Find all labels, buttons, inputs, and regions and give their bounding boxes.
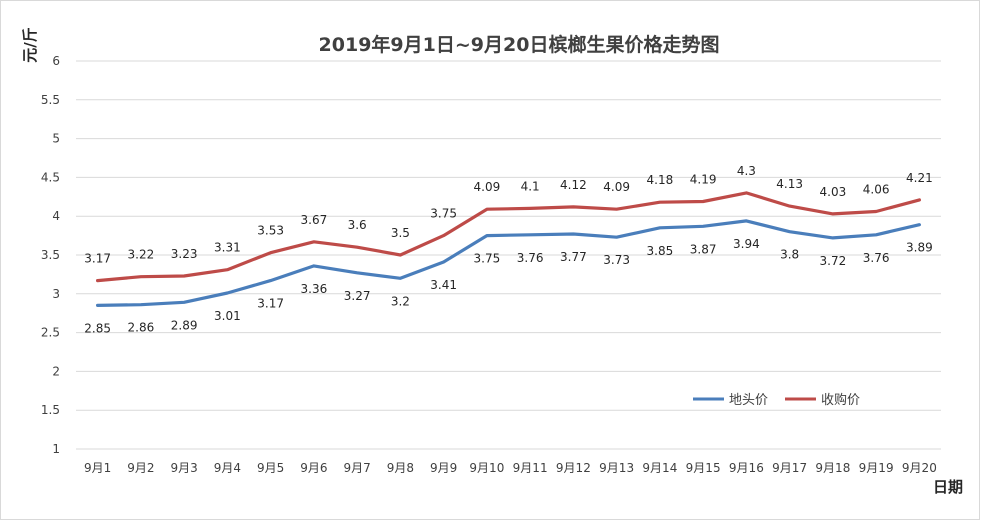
chart-title: 2019年9月1日~9月20日槟榔生果价格走势图 (319, 33, 720, 56)
x-tick-label: 9月9 (430, 461, 457, 475)
data-label: 3.89 (906, 241, 933, 255)
gridlines (76, 60, 941, 450)
x-tick-label: 9月12 (556, 461, 591, 475)
series-line-1 (95, 219, 922, 307)
data-label: 3.77 (560, 250, 587, 264)
data-label: 2.89 (171, 318, 198, 332)
data-label: 3.87 (690, 242, 717, 256)
x-axis-ticks: 9月1 9月2 9月3 9月4 9月5 9月6 9月7 9月8 9月9 9月10 9月11 9月12 9… (84, 461, 937, 475)
data-label: 4.1 (521, 179, 540, 193)
x-tick-label: 9月15 (686, 461, 721, 475)
data-label: 2.86 (128, 321, 155, 335)
data-label: 3.94 (733, 237, 760, 251)
y-tick-label: 3 (52, 287, 60, 301)
data-label: 4.09 (603, 180, 630, 194)
legend-label-series-1: 地头价 (729, 393, 768, 408)
x-tick-label: 9月7 (343, 461, 370, 475)
y-tick-label: 2 (52, 364, 60, 378)
data-label: 3.27 (344, 289, 371, 303)
x-tick-label: 9月3 (170, 461, 197, 475)
data-label: 3.85 (647, 244, 674, 258)
x-tick-label: 9月1 (84, 461, 111, 475)
x-tick-label: 9月8 (387, 461, 414, 475)
x-tick-label: 9月10 (469, 461, 504, 475)
x-tick-label: 9月5 (257, 461, 284, 475)
x-tick-label: 9月4 (214, 461, 241, 475)
data-label: 4.21 (906, 171, 933, 185)
y-tick-label: 2.5 (41, 326, 60, 340)
x-tick-label: 9月20 (902, 461, 937, 475)
x-tick-label: 9月6 (300, 461, 327, 475)
y-tick-label: 4 (52, 209, 60, 223)
y-axis-ticks: 1 1.5 2 2.5 3 3.5 4 4.5 5 5.5 6 (41, 54, 60, 456)
data-label: 3.53 (257, 224, 284, 238)
data-label: 3.22 (128, 248, 155, 262)
data-label: 3.72 (820, 254, 847, 268)
data-label: 4.19 (690, 172, 717, 186)
x-tick-label: 9月18 (815, 461, 850, 475)
series-lines (95, 191, 922, 307)
data-label: 3.17 (84, 252, 111, 266)
data-label: 3.8 (780, 248, 799, 262)
x-tick-label: 9月11 (513, 461, 548, 475)
data-label: 3.5 (391, 226, 410, 240)
y-tick-label: 1 (52, 442, 60, 456)
series-line-2 (95, 191, 922, 283)
data-label: 4.06 (863, 183, 890, 197)
x-tick-label: 9月16 (729, 461, 764, 475)
data-label: 3.75 (430, 207, 457, 221)
data-label: 4.03 (820, 185, 847, 199)
data-label: 3.76 (517, 251, 544, 265)
data-label: 3.73 (603, 253, 630, 267)
y-tick-label: 5.5 (41, 93, 60, 107)
y-tick-label: 6 (52, 54, 60, 68)
data-label: 3.67 (301, 213, 328, 227)
data-label: 3.17 (257, 297, 284, 311)
legend: 地头价 收购价 (693, 392, 860, 408)
data-label: 3.75 (474, 252, 501, 266)
y-tick-label: 1.5 (41, 403, 60, 417)
data-label: 4.13 (776, 177, 803, 191)
x-tick-label: 9月14 (642, 461, 677, 475)
legend-item-series-1: 地头价 (693, 393, 768, 408)
x-tick-label: 9月19 (859, 461, 894, 475)
data-label: 3.36 (301, 282, 328, 296)
data-label: 4.12 (560, 178, 587, 192)
data-label: 3.6 (348, 218, 367, 232)
data-label: 3.2 (391, 294, 410, 308)
y-tick-label: 5 (52, 132, 60, 146)
data-labels: 2.85 2.86 2.89 3.01 3.17 3.36 3.27 3.2 3.41 3.75 3… (84, 164, 932, 336)
y-axis-title: 元/斤 (21, 27, 39, 62)
y-tick-label: 4.5 (41, 170, 60, 184)
data-label: 4.09 (474, 180, 501, 194)
data-label: 4.3 (737, 164, 756, 178)
data-label: 3.41 (430, 278, 457, 292)
legend-item-series-2: 收购价 (785, 392, 860, 408)
x-tick-label: 9月17 (772, 461, 807, 475)
data-label: 3.23 (171, 247, 198, 261)
legend-label-series-2: 收购价 (821, 392, 860, 408)
x-axis-title: 日期 (933, 478, 963, 496)
data-label: 2.85 (84, 321, 111, 335)
data-label: 3.31 (214, 241, 241, 255)
data-label: 3.76 (863, 251, 890, 265)
x-tick-label: 9月2 (127, 461, 154, 475)
data-label: 3.01 (214, 309, 241, 323)
y-tick-label: 3.5 (41, 248, 60, 262)
data-label: 4.18 (647, 173, 674, 187)
x-tick-label: 9月13 (599, 461, 634, 475)
